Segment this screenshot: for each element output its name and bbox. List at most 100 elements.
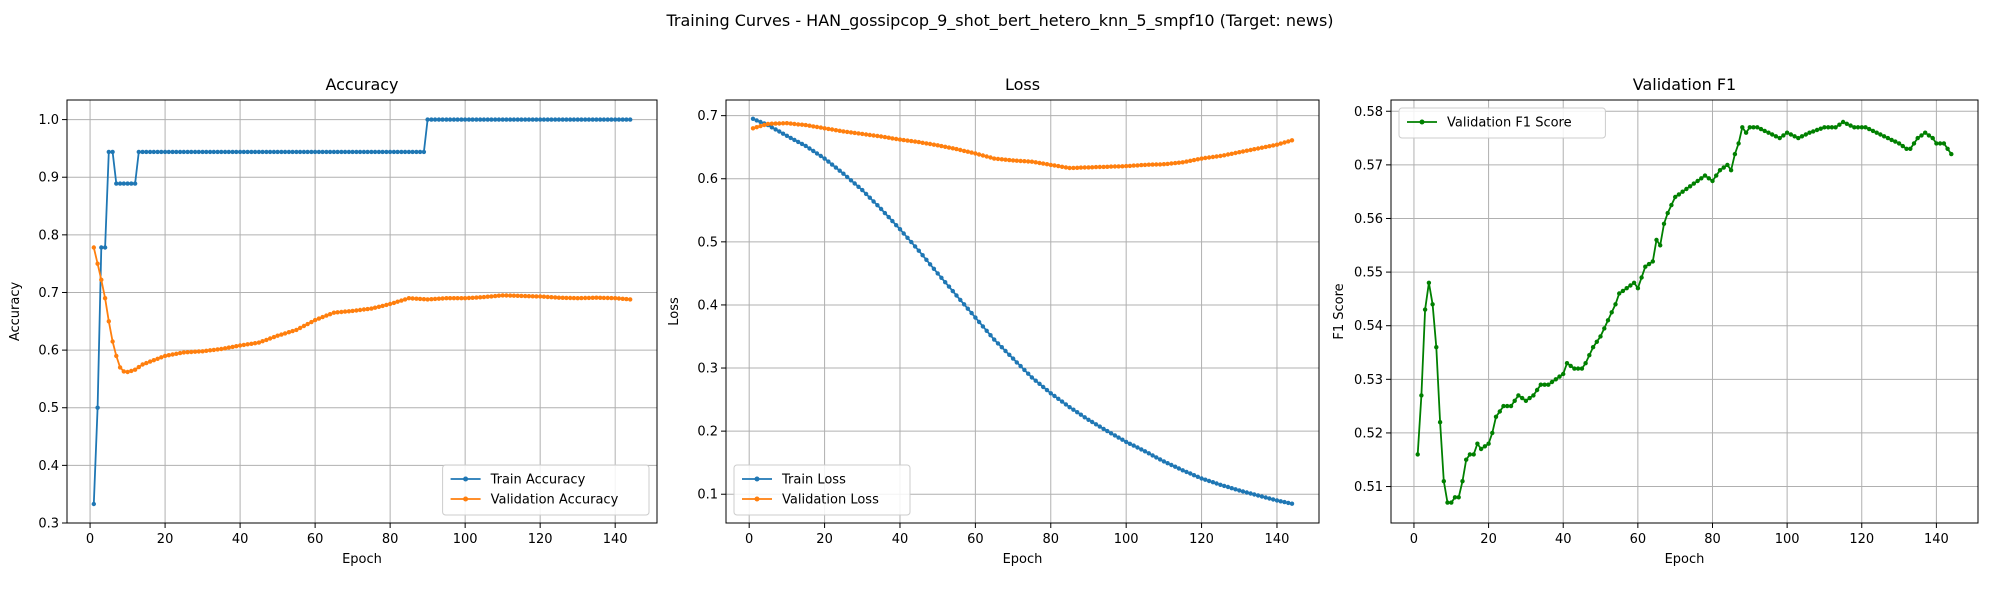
data-point	[1078, 412, 1084, 417]
data-point	[474, 117, 479, 122]
data-point	[170, 149, 175, 155]
data-point	[369, 149, 374, 155]
data-point	[1229, 151, 1234, 156]
data-point	[1669, 202, 1674, 208]
data-point	[252, 149, 258, 155]
data-point	[144, 149, 149, 155]
data-point	[1063, 165, 1069, 170]
data-point	[1773, 134, 1779, 139]
data-point	[1263, 495, 1268, 500]
data-point	[234, 344, 239, 349]
data-point	[833, 128, 839, 133]
data-point	[871, 199, 876, 204]
data-point	[354, 149, 359, 155]
data-point	[916, 139, 921, 145]
data-point	[1900, 143, 1906, 149]
data-point	[410, 149, 415, 155]
data-point	[1233, 487, 1238, 492]
data-point	[1482, 444, 1488, 449]
data-point	[976, 319, 982, 325]
data-point	[1105, 428, 1110, 434]
data-point	[538, 117, 543, 122]
x-axis-label: Epoch	[1665, 552, 1705, 567]
data-point	[750, 126, 756, 131]
data-point	[1531, 393, 1536, 398]
data-point	[252, 341, 258, 346]
data-point	[1650, 259, 1656, 264]
x-tick-label: 60	[307, 532, 324, 547]
data-point	[1052, 393, 1057, 399]
data-point	[1658, 243, 1663, 248]
data-point	[192, 149, 198, 155]
legend-swatch-marker	[463, 476, 469, 482]
data-point	[943, 280, 948, 285]
data-point	[886, 214, 891, 220]
data-point	[1018, 363, 1023, 369]
data-point	[1885, 135, 1891, 141]
data-point	[1863, 125, 1868, 130]
data-point	[890, 218, 895, 224]
data-point	[125, 181, 130, 186]
data-point	[335, 310, 340, 315]
data-point	[935, 271, 940, 276]
x-tick-label: 100	[1114, 532, 1139, 547]
x-tick-label: 40	[232, 532, 249, 547]
data-point	[598, 117, 603, 122]
data-point	[780, 121, 786, 126]
data-point	[429, 297, 434, 302]
data-point	[519, 293, 524, 299]
data-point	[1191, 473, 1197, 478]
data-point	[912, 139, 918, 144]
data-point	[1796, 135, 1801, 141]
data-point	[282, 331, 288, 336]
data-point	[1691, 181, 1697, 186]
axes-frame	[725, 99, 1320, 524]
data-point	[980, 153, 986, 158]
data-point	[769, 121, 774, 126]
data-point	[912, 244, 918, 249]
x-tick-label: 120	[1849, 532, 1874, 547]
data-point	[294, 327, 299, 333]
data-point	[1056, 163, 1061, 169]
data-point	[271, 149, 277, 155]
data-point	[920, 253, 925, 258]
data-point	[1676, 192, 1682, 197]
data-point	[973, 315, 978, 320]
data-point	[305, 321, 310, 327]
data-point	[965, 306, 970, 311]
chart-panels: 0 20 40 60 80 100 120 140 0.3 0.4 0.5 0.6 0.7 0.8 0.9 1…	[8, 75, 1979, 567]
data-point	[897, 227, 903, 232]
data-point	[1456, 495, 1461, 500]
x-tick-label: 0	[86, 532, 94, 547]
data-point	[1271, 143, 1276, 148]
data-point	[125, 369, 130, 375]
data-point	[605, 117, 610, 122]
legend-swatch-marker	[754, 496, 760, 502]
data-point	[320, 314, 325, 320]
data-point	[1714, 173, 1719, 178]
x-tick-label: 120	[528, 532, 553, 547]
data-point	[1169, 161, 1174, 166]
data-point	[1267, 144, 1272, 149]
data-point	[436, 296, 442, 301]
data-point	[1029, 375, 1035, 380]
data-point	[538, 294, 543, 299]
data-point	[440, 117, 445, 122]
data-point	[256, 149, 262, 155]
data-point	[901, 231, 906, 236]
data-point	[260, 149, 265, 155]
data-point	[1018, 158, 1023, 164]
data-point	[560, 117, 565, 122]
data-point	[1056, 396, 1061, 401]
x-tick-label: 60	[1630, 532, 1647, 547]
data-point	[162, 149, 168, 155]
data-point	[391, 300, 397, 306]
data-point	[459, 117, 464, 122]
data-point	[811, 124, 816, 129]
data-point	[814, 151, 820, 156]
data-point	[1893, 139, 1898, 144]
x-tick-label: 140	[1265, 532, 1290, 547]
data-point	[1710, 178, 1715, 184]
data-point	[1725, 162, 1730, 168]
data-point	[136, 149, 141, 155]
